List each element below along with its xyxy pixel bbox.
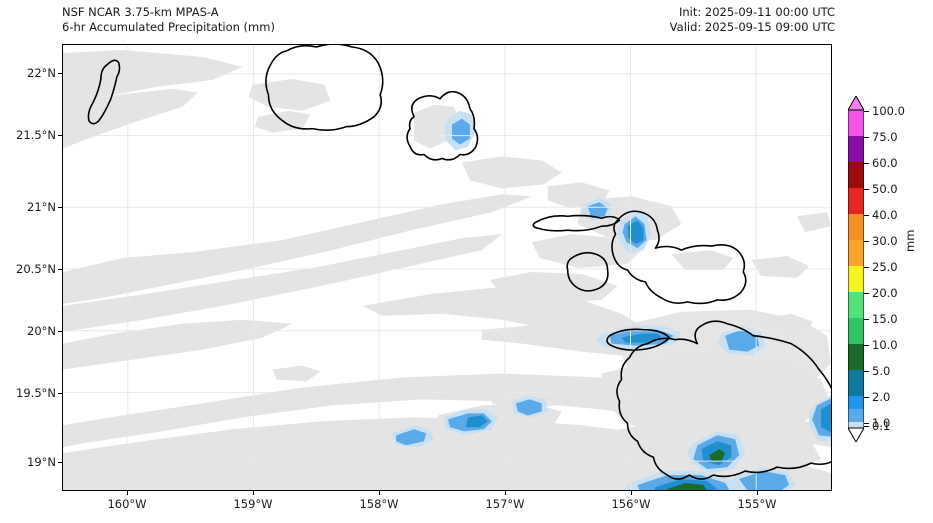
y-axis-tick-label: 22°N [27,66,56,80]
colorbar-tick-label: 2.0 [872,390,891,404]
coastline-lanai [566,251,609,292]
figure-title-left: NSF NCAR 3.75-km MPAS-A 6-hr Accumulated … [62,5,275,35]
figure-title-right: Init: 2025-09-11 00:00 UTC Valid: 2025-09… [670,5,835,35]
island-coastlines [87,45,831,480]
colorbar-gradient [848,96,864,442]
colorbar-tick-label: 10.0 [872,338,898,352]
map-graphic [63,45,831,490]
coastline-maui [611,210,747,305]
colorbar-tick-mark [864,397,869,399]
y-axis-tick-label: 21°N [27,200,56,214]
colorbar-tick-label: 30.0 [872,234,898,248]
x-axis-tick-label: 158°W [359,497,399,511]
colorbar-tick-mark [864,267,869,269]
colorbar-tick-label: 0.1 [872,419,891,433]
valid-time-label: Valid: 2025-09-15 09:00 UTC [669,20,835,34]
colorbar-tick-label: 60.0 [872,156,898,170]
map-plot-area [62,44,832,491]
colorbar-tick-label: 40.0 [872,208,898,222]
colorbar-tick-label: 20.0 [872,286,898,300]
colorbar-tick-mark [864,345,869,347]
graticule-gridlines [63,45,831,490]
y-axis-tick-mark [58,462,62,464]
colorbar-tick-label: 15.0 [872,312,898,326]
x-axis-tick-label: 155°W [737,497,777,511]
x-axis-tick-mark [379,491,381,495]
coastline-niihau [87,59,121,125]
colorbar-tick-label: 25.0 [872,260,898,274]
y-axis-labels: 22°N 21.5°N 21°N 20.5°N 20°N 19.5°N 19°N [0,44,56,491]
x-axis-tick-mark [631,491,633,495]
x-axis-tick-label: 156°W [611,497,651,511]
y-axis-tick-label: 20°N [27,324,56,338]
model-title-line: NSF NCAR 3.75-km MPAS-A [62,5,219,19]
precip-band-10-15mm [667,449,726,490]
y-axis-tick-mark [58,135,62,137]
y-axis-tick-label: 19°N [27,455,56,469]
colorbar-unit-label: mm [903,229,917,252]
colorbar-tick-mark [864,241,869,243]
colorbar-tick-mark [864,189,869,191]
y-axis-tick-label: 19.5°N [16,386,56,400]
y-axis-tick-mark [58,393,62,395]
colorbar-tick-label: 100.0 [872,104,905,118]
colorbar-tick-mark [864,293,869,295]
x-axis-tick-label: 159°W [233,497,273,511]
colorbar-tick-mark [864,163,869,165]
x-axis-tick-mark [505,491,507,495]
y-axis-tick-mark [58,73,62,75]
colorbar-tick-mark [864,319,869,321]
init-time-label: Init: 2025-09-11 00:00 UTC [679,5,835,19]
colorbar-tick-label: 5.0 [872,364,891,378]
coastline-kahoolawe [606,328,671,351]
colorbar[interactable]: 100.0 75.0 60.0 50.0 40.0 30.0 25.0 20.0 15.0 10.… [848,96,905,442]
colorbar-tick-mark [864,371,869,373]
colorbar-tick-mark [864,423,869,425]
x-axis-tick-label: 157°W [485,497,525,511]
x-axis-tick-mark [127,491,129,495]
colorbar-tick-mark [864,111,869,113]
y-axis-tick-mark [58,207,62,209]
coastline-kauai [265,45,384,132]
coastline-hawaii [616,320,831,480]
colorbar-tick-label: 1.0 [872,416,891,430]
colorbar-tick-mark [864,137,869,139]
colorbar-tick-label: 75.0 [872,130,898,144]
y-axis-tick-mark [58,331,62,333]
x-axis-tick-mark [757,491,759,495]
colorbar-tick-mark [864,426,869,428]
colorbar-tick-label: 50.0 [872,182,898,196]
x-axis-tick-label: 160°W [107,497,147,511]
y-axis-tick-mark [58,269,62,271]
colorbar-tick-mark [864,215,869,217]
map-canvas [63,45,831,490]
x-axis-tick-mark [253,491,255,495]
y-axis-tick-label: 20.5°N [16,262,56,276]
coastline-oahu [406,90,479,161]
variable-title-line: 6-hr Accumulated Precipitation (mm) [62,20,275,34]
coastline-molokai [532,214,621,232]
y-axis-tick-label: 21.5°N [16,128,56,142]
x-axis-labels: 160°W 159°W 158°W 157°W 156°W 155°W [62,497,832,517]
